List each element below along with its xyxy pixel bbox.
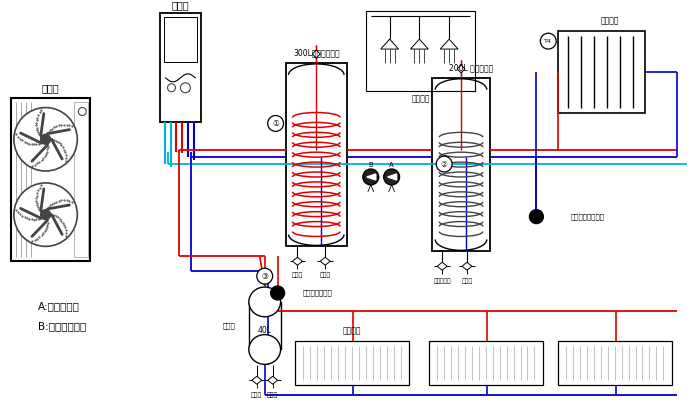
- Text: 300L空气热水水箱: 300L空气热水水箱: [293, 48, 340, 57]
- Circle shape: [257, 268, 273, 284]
- Text: 空调系统二次泵: 空调系统二次泵: [302, 290, 332, 296]
- Text: A:热水循环泵: A:热水循环泵: [38, 301, 79, 311]
- Text: 太阳能热水循环泵: 太阳能热水循环泵: [571, 213, 605, 220]
- Bar: [295, 341, 409, 385]
- Text: ③: ③: [261, 271, 268, 280]
- Text: 40L: 40L: [258, 326, 271, 335]
- Circle shape: [268, 116, 283, 131]
- Bar: [249, 302, 280, 350]
- Text: B: B: [368, 162, 373, 168]
- Text: A: A: [389, 162, 394, 168]
- Text: 自来水进水: 自来水进水: [434, 278, 451, 284]
- Polygon shape: [252, 376, 262, 384]
- Ellipse shape: [249, 335, 280, 364]
- Polygon shape: [367, 174, 376, 180]
- Circle shape: [436, 156, 452, 172]
- Bar: [432, 78, 490, 252]
- Text: 太阳能板: 太阳能板: [601, 17, 619, 26]
- Bar: [11, 98, 90, 261]
- Circle shape: [530, 210, 544, 223]
- Circle shape: [383, 169, 400, 185]
- Polygon shape: [388, 174, 397, 180]
- Polygon shape: [313, 50, 320, 58]
- Circle shape: [168, 84, 175, 92]
- Text: ②: ②: [441, 160, 448, 168]
- Text: 排污口: 排污口: [461, 278, 473, 284]
- Bar: [285, 63, 347, 246]
- Circle shape: [40, 210, 51, 220]
- Polygon shape: [268, 376, 278, 384]
- Polygon shape: [292, 257, 302, 265]
- Polygon shape: [320, 257, 330, 265]
- Text: 热水龙头: 热水龙头: [411, 94, 429, 103]
- Circle shape: [14, 107, 77, 171]
- Polygon shape: [437, 262, 447, 270]
- Bar: [182, 85, 189, 91]
- Bar: [366, 11, 475, 91]
- Bar: [159, 13, 201, 123]
- Text: 风机盘管: 风机盘管: [342, 326, 361, 335]
- Bar: [558, 341, 672, 385]
- Text: ①: ①: [272, 119, 279, 128]
- Text: 补水口: 补水口: [251, 392, 262, 398]
- Text: 室内机: 室内机: [172, 0, 189, 11]
- Circle shape: [271, 286, 285, 300]
- Circle shape: [14, 183, 77, 246]
- Circle shape: [79, 107, 86, 116]
- Circle shape: [180, 83, 190, 93]
- Circle shape: [540, 33, 556, 49]
- Text: 200L 太阳能水箱: 200L 太阳能水箱: [449, 63, 493, 72]
- Polygon shape: [457, 65, 465, 73]
- Text: T4: T4: [544, 39, 552, 44]
- Text: 室外机: 室外机: [42, 83, 59, 93]
- Text: 补水口: 补水口: [292, 272, 303, 278]
- Circle shape: [40, 134, 51, 144]
- Text: B:水箱间循环泵: B:水箱间循环泵: [38, 321, 86, 331]
- Ellipse shape: [249, 287, 280, 317]
- Polygon shape: [440, 39, 458, 49]
- Bar: [164, 18, 197, 62]
- Polygon shape: [381, 39, 399, 49]
- Circle shape: [363, 169, 379, 185]
- Bar: [74, 102, 88, 257]
- Bar: [429, 341, 544, 385]
- Text: 排污口: 排污口: [267, 392, 278, 398]
- Text: 排污口: 排污口: [319, 272, 331, 278]
- Bar: [558, 31, 645, 112]
- Polygon shape: [462, 262, 472, 270]
- Text: 缓冲罐: 缓冲罐: [222, 322, 235, 329]
- Polygon shape: [411, 39, 428, 49]
